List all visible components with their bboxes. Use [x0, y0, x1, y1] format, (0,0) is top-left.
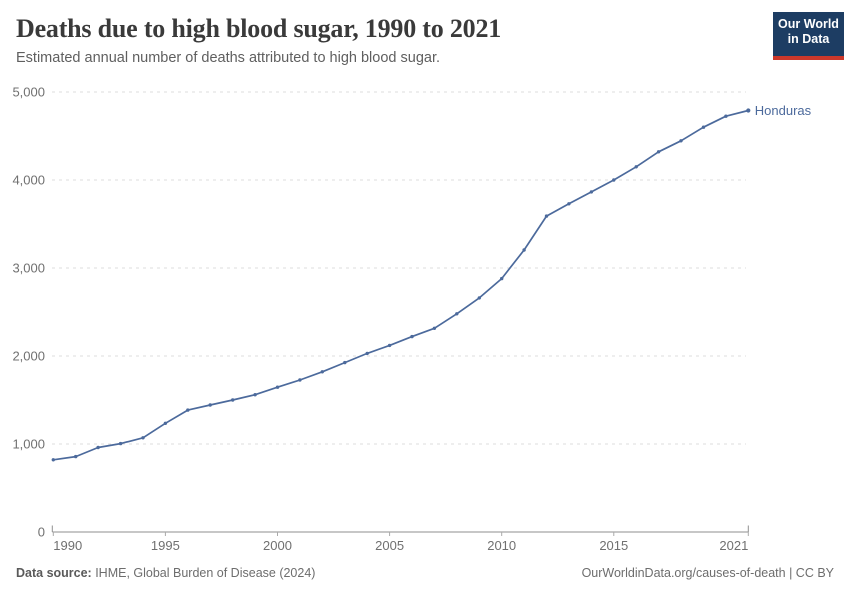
y-axis-tick-label: 5,000 [12, 85, 45, 100]
data-point [118, 441, 123, 446]
data-point [500, 276, 504, 281]
x-axis-tick-label: 2000 [263, 538, 292, 553]
data-source-value: IHME, Global Burden of Disease (2024) [91, 566, 316, 580]
y-axis-tick-label: 1,000 [12, 437, 45, 452]
data-point [51, 458, 55, 462]
logo-line-1: Our World [778, 17, 839, 31]
series-line [52, 109, 750, 461]
data-point [253, 393, 257, 397]
data-point [701, 125, 706, 129]
data-point [74, 454, 78, 459]
data-point [231, 398, 235, 402]
data-point [544, 214, 549, 218]
x-axis-tick-label: 2015 [599, 538, 628, 553]
y-axis-tick-label: 4,000 [12, 173, 45, 188]
data-point [746, 108, 751, 113]
data-point [455, 312, 459, 316]
data-point [477, 296, 481, 300]
y-axis-tick-label: 0 [38, 525, 45, 540]
y-axis-tick-label: 3,000 [12, 261, 45, 276]
data-point [432, 326, 437, 330]
data-point [656, 150, 661, 154]
data-point [634, 165, 638, 169]
data-point [724, 114, 728, 118]
data-point [410, 334, 414, 339]
data-point [208, 403, 212, 407]
footer-link[interactable]: OurWorldinData.org/causes-of-death | CC … [581, 566, 834, 580]
owid-logo: Our World in Data [773, 12, 844, 60]
data-point [343, 360, 347, 365]
data-point [679, 139, 683, 143]
data-point [320, 370, 324, 374]
data-point [589, 190, 594, 194]
data-point [96, 445, 100, 450]
data-point [275, 385, 280, 389]
data-point [365, 351, 369, 356]
series-label: Honduras [755, 103, 812, 118]
data-point [567, 202, 571, 206]
data-point [522, 248, 526, 252]
x-axis-tick-label: 1995 [151, 538, 180, 553]
data-source: Data source: IHME, Global Burden of Dise… [16, 566, 315, 580]
x-axis-tick-label: 2010 [487, 538, 516, 553]
data-source-label: Data source: [16, 566, 92, 580]
x-axis-tick-label: 1990 [53, 538, 82, 553]
chart-footer: Data source: IHME, Global Burden of Dise… [0, 566, 850, 580]
x-axis-tick-label: 2021 [719, 538, 748, 553]
page-title: Deaths due to high blood sugar, 1990 to … [16, 14, 502, 43]
data-point [298, 378, 302, 382]
y-axis-tick-label: 2,000 [12, 349, 45, 364]
data-point [141, 436, 145, 440]
data-point [186, 408, 190, 412]
data-point [387, 343, 392, 348]
x-axis-tick-label: 2005 [375, 538, 404, 553]
logo-line-2: in Data [787, 32, 830, 46]
data-point [163, 421, 168, 425]
chart-subtitle: Estimated annual number of deaths attrib… [16, 50, 441, 66]
data-point [612, 178, 616, 182]
